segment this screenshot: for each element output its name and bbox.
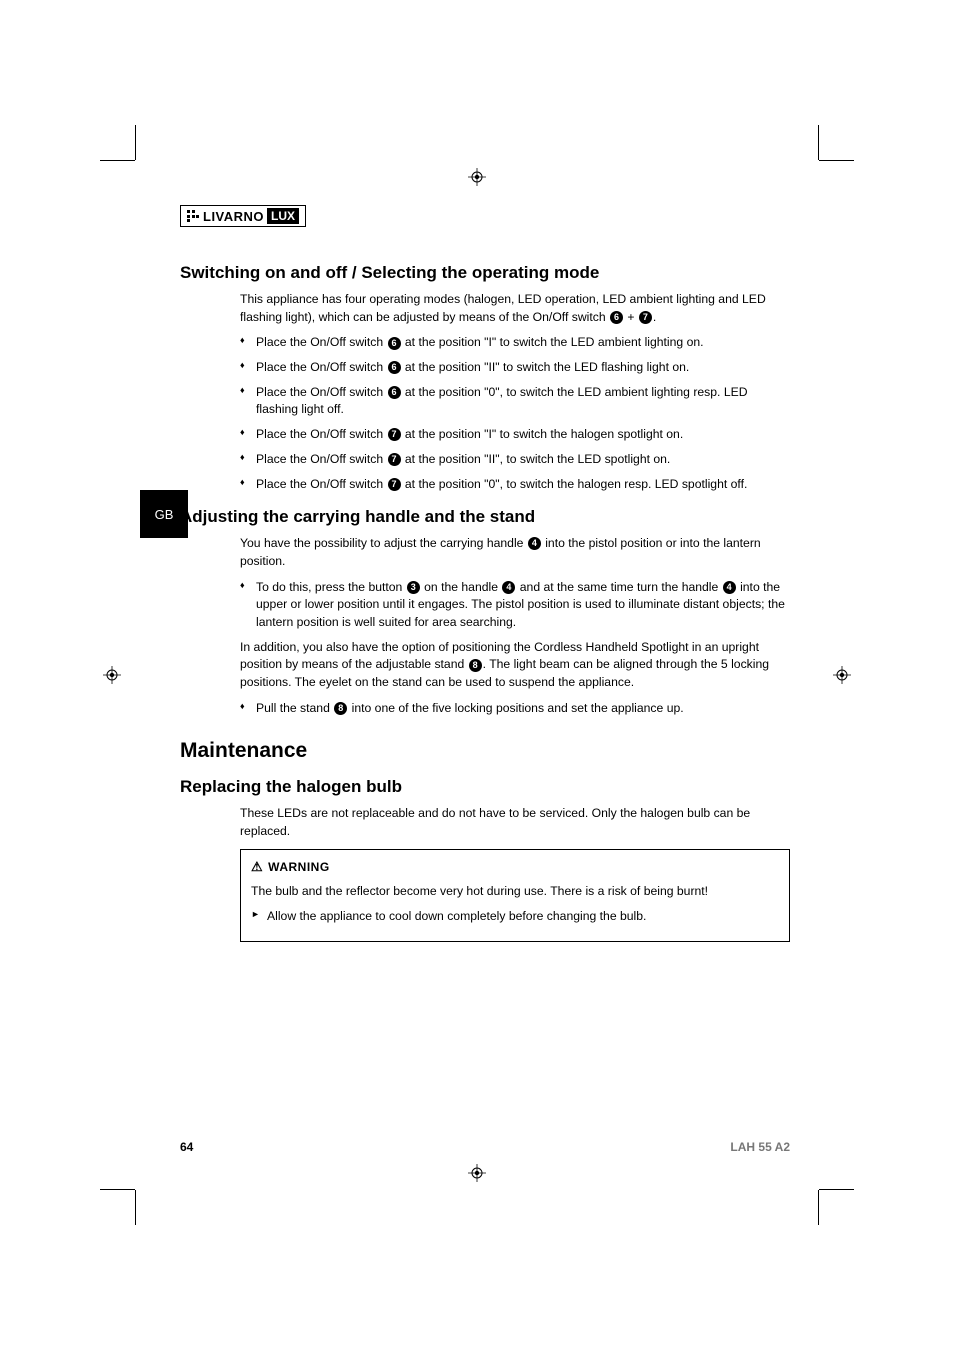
- text: on the handle: [421, 580, 502, 594]
- ref-circle-icon: 8: [334, 702, 347, 715]
- page-content: LIVARNO LUX Switching on and off / Selec…: [180, 205, 790, 942]
- text: at the position "II" to switch the LED f…: [402, 360, 690, 374]
- list-item: Place the On/Off switch 6 at the positio…: [240, 384, 790, 419]
- warning-body: The bulb and the reflector become very h…: [251, 883, 779, 901]
- crop-mark: [819, 1189, 854, 1190]
- page-footer: 64 LAH 55 A2: [180, 1140, 790, 1154]
- intro-paragraph: This appliance has four operating modes …: [240, 291, 790, 326]
- model-label: LAH 55 A2: [730, 1140, 790, 1154]
- ref-circle-icon: 7: [388, 478, 401, 491]
- ref-circle-icon: 6: [388, 337, 401, 350]
- crop-mark: [100, 1189, 135, 1190]
- registration-mark-icon: [103, 666, 121, 684]
- brand-logo: LIVARNO LUX: [180, 205, 306, 227]
- text: Place the On/Off switch: [256, 385, 387, 399]
- crop-mark: [100, 160, 135, 161]
- brand-dots-icon: [187, 210, 199, 222]
- text: .: [653, 310, 656, 324]
- ref-circle-icon: 3: [407, 581, 420, 594]
- list-item: Place the On/Off switch 7 at the positio…: [240, 451, 790, 469]
- registration-mark-icon: [468, 1164, 486, 1182]
- ref-circle-icon: 7: [639, 311, 652, 324]
- ref-circle-icon: 8: [469, 659, 482, 672]
- heading-switching-mode: Switching on and off / Selecting the ope…: [180, 263, 790, 283]
- text: into one of the five locking positions a…: [348, 701, 683, 715]
- text: You have the possibility to adjust the c…: [240, 536, 527, 550]
- paragraph: In addition, you also have the option of…: [240, 639, 790, 692]
- text: at the position "0", to switch the halog…: [402, 477, 748, 491]
- text: +: [624, 310, 638, 324]
- heading-adjust-handle: Adjusting the carrying handle and the st…: [180, 507, 790, 527]
- ref-circle-icon: 4: [723, 581, 736, 594]
- list-item: Place the On/Off switch 7 at the positio…: [240, 426, 790, 444]
- ref-circle-icon: 7: [388, 428, 401, 441]
- text: Place the On/Off switch: [256, 427, 387, 441]
- bullet-list: To do this, press the button 3 on the ha…: [240, 579, 790, 632]
- text: at the position "I" to switch the LED am…: [402, 335, 704, 349]
- brand-sub: LUX: [267, 208, 299, 224]
- text: Place the On/Off switch: [256, 452, 387, 466]
- paragraph: You have the possibility to adjust the c…: [240, 535, 790, 570]
- text: Place the On/Off switch: [256, 335, 387, 349]
- ref-circle-icon: 4: [528, 537, 541, 550]
- text: To do this, press the button: [256, 580, 406, 594]
- ref-circle-icon: 6: [388, 361, 401, 374]
- ref-circle-icon: 6: [388, 386, 401, 399]
- registration-mark-icon: [833, 666, 851, 684]
- text: at the position "II", to switch the LED …: [402, 452, 671, 466]
- warning-box: WARNING The bulb and the reflector becom…: [240, 849, 790, 942]
- list-item: Place the On/Off switch 7 at the positio…: [240, 476, 790, 494]
- crop-mark: [135, 125, 136, 160]
- crop-mark: [135, 1190, 136, 1225]
- paragraph: These LEDs are not replaceable and do no…: [240, 805, 790, 840]
- text: Place the On/Off switch: [256, 360, 387, 374]
- heading-maintenance: Maintenance: [180, 739, 790, 763]
- ref-circle-icon: 7: [388, 453, 401, 466]
- text: at the position "I" to switch the haloge…: [402, 427, 684, 441]
- bullet-list: Place the On/Off switch 6 at the positio…: [240, 334, 790, 493]
- text: Place the On/Off switch: [256, 477, 387, 491]
- list-item: Pull the stand 8 into one of the five lo…: [240, 700, 790, 718]
- text: This appliance has four operating modes …: [240, 292, 766, 324]
- list-item: Place the On/Off switch 6 at the positio…: [240, 334, 790, 352]
- text: Pull the stand: [256, 701, 333, 715]
- text: and at the same time turn the handle: [516, 580, 721, 594]
- crop-mark: [818, 125, 819, 160]
- heading-replace-bulb: Replacing the halogen bulb: [180, 777, 790, 797]
- crop-mark: [819, 160, 854, 161]
- list-item: To do this, press the button 3 on the ha…: [240, 579, 790, 632]
- page-number: 64: [180, 1140, 193, 1154]
- list-item: Place the On/Off switch 6 at the positio…: [240, 359, 790, 377]
- warning-title: WARNING: [251, 858, 779, 877]
- registration-mark-icon: [468, 168, 486, 186]
- brand-name: LIVARNO: [203, 209, 264, 224]
- ref-circle-icon: 6: [610, 311, 623, 324]
- warning-bullet-list: Allow the appliance to cool down complet…: [251, 908, 779, 926]
- ref-circle-icon: 4: [502, 581, 515, 594]
- crop-mark: [818, 1190, 819, 1225]
- bullet-list: Pull the stand 8 into one of the five lo…: [240, 700, 790, 718]
- list-item: Allow the appliance to cool down complet…: [251, 908, 779, 926]
